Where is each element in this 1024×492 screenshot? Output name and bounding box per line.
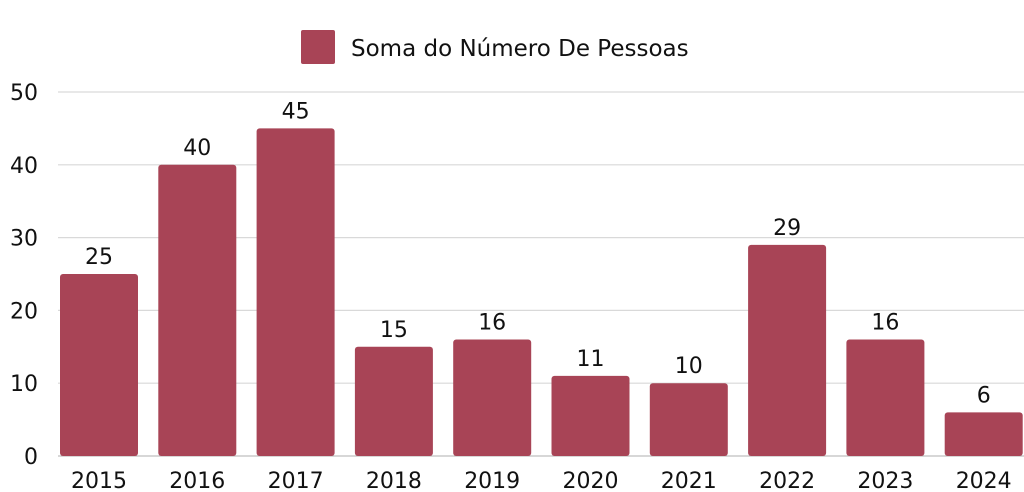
- y-tick-label: 0: [24, 445, 38, 470]
- data-label-2019: 16: [478, 311, 506, 336]
- data-label-2018: 15: [380, 318, 408, 343]
- y-axis-ticks: 0 10 20 30 40 50: [10, 81, 38, 470]
- y-tick-label: 10: [10, 372, 38, 397]
- legend-swatch: [301, 30, 335, 64]
- data-label-2021: 10: [675, 354, 703, 379]
- bar-2017: [256, 128, 335, 456]
- bar-2020: [551, 375, 630, 456]
- bar-2019: [453, 339, 532, 456]
- y-tick-label: 20: [10, 299, 38, 324]
- x-tick-label-2024: 2024: [956, 469, 1012, 492]
- bar-2018: [354, 346, 433, 456]
- data-label-2015: 25: [85, 245, 113, 270]
- y-tick-label: 30: [10, 227, 38, 252]
- x-tick-label-2021: 2021: [661, 469, 717, 492]
- legend: Soma do Número De Pessoas: [301, 30, 689, 64]
- x-tick-label-2018: 2018: [366, 469, 422, 492]
- bar-2024: [944, 412, 1023, 456]
- x-tick-label-2020: 2020: [563, 469, 619, 492]
- bar-2022: [748, 244, 827, 456]
- x-axis-ticks: 2015 2016 2017 2018 2019 2020 2021 2022 2023 2024: [71, 469, 1012, 492]
- data-labels: 25 40 45 15 16 11 10 29 16 6: [85, 99, 991, 408]
- x-tick-label-2017: 2017: [268, 469, 324, 492]
- x-tick-label-2015: 2015: [71, 469, 127, 492]
- data-label-2023: 16: [871, 311, 899, 336]
- data-label-2020: 11: [577, 347, 605, 372]
- x-tick-label-2019: 2019: [464, 469, 520, 492]
- data-label-2017: 45: [282, 99, 310, 124]
- y-tick-label: 50: [10, 81, 38, 106]
- x-tick-label-2023: 2023: [857, 469, 913, 492]
- bar-2015: [60, 274, 138, 456]
- bar-2016: [158, 164, 237, 457]
- y-tick-label: 40: [10, 154, 38, 179]
- legend-label: Soma do Número De Pessoas: [351, 36, 689, 62]
- bar-2023: [846, 339, 925, 456]
- bars: [60, 128, 1023, 457]
- x-tick-label-2016: 2016: [169, 469, 225, 492]
- data-label-2016: 40: [183, 136, 211, 161]
- x-tick-label-2022: 2022: [759, 469, 815, 492]
- data-label-2022: 29: [773, 216, 801, 241]
- data-label-2024: 6: [977, 383, 991, 408]
- bar-2021: [649, 383, 728, 456]
